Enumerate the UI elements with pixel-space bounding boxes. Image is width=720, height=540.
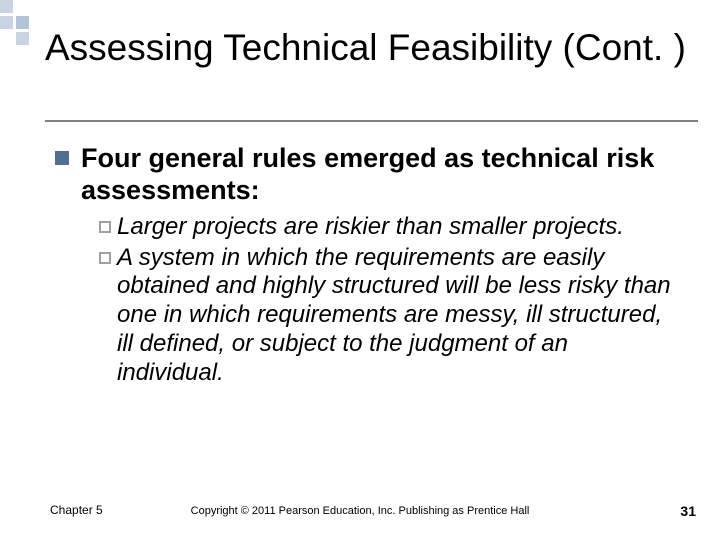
deco-sq [32,0,45,13]
deco-sq [0,0,13,13]
deco-sq [32,16,45,29]
deco-sq [16,32,29,45]
level1-text: Four general rules emerged as technical … [81,142,680,207]
slide-title: Assessing Technical Feasibility (Cont. ) [45,26,690,70]
bullet-level1: Four general rules emerged as technical … [55,142,680,207]
bullet-level2: Larger projects are riskier than smaller… [99,213,680,242]
level2-text: Larger projects are riskier than smaller… [117,213,624,242]
sublist: Larger projects are riskier than smaller… [99,213,680,388]
content-area: Four general rules emerged as technical … [55,142,680,390]
bullet-level2: A system in which the requirements are e… [99,244,680,388]
deco-sq [32,32,45,45]
deco-sq [0,16,13,29]
footer-copyright: Copyright © 2011 Pearson Education, Inc.… [0,505,720,517]
deco-sq [16,16,29,29]
level2-text: A system in which the requirements are e… [117,244,680,388]
corner-decoration [0,0,45,45]
title-underline [45,120,698,122]
footer-page-number: 31 [680,503,696,519]
deco-sq [16,0,29,13]
square-bullet-icon [55,151,69,165]
open-square-bullet-icon [99,221,111,233]
open-square-bullet-icon [99,252,111,264]
deco-sq [0,32,13,45]
